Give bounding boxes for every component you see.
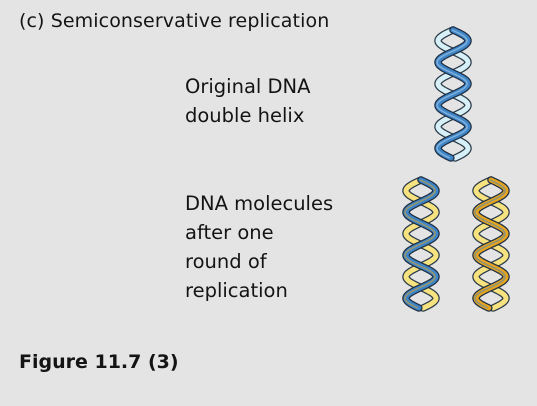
daughter-helix-2 bbox=[472, 176, 510, 312]
daughter-helix-1 bbox=[402, 176, 440, 312]
helix-strand-highlight bbox=[474, 179, 506, 309]
original-dna-label: Original DNA double helix bbox=[185, 72, 310, 130]
original-dna-label-line-1: Original DNA bbox=[185, 75, 311, 98]
helix-strand-highlight bbox=[404, 179, 436, 309]
replicated-dna-label-line-3: round of bbox=[185, 250, 267, 273]
replicated-dna-label-line-4: replication bbox=[185, 279, 288, 302]
diagram-heading: (c) Semiconservative replication bbox=[19, 10, 330, 32]
original-dna-label-line-2: double helix bbox=[185, 104, 305, 127]
original-double-helix bbox=[434, 26, 472, 162]
replicated-dna-label-line-1: DNA molecules bbox=[185, 192, 334, 215]
replicated-dna-label-line-2: after one bbox=[185, 221, 274, 244]
helix-strand-front bbox=[435, 27, 471, 161]
helix-strand-highlight bbox=[436, 29, 468, 159]
replicated-dna-label: DNA molecules after one round of replica… bbox=[185, 189, 333, 305]
figure-caption: Figure 11.7 (3) bbox=[19, 351, 179, 373]
